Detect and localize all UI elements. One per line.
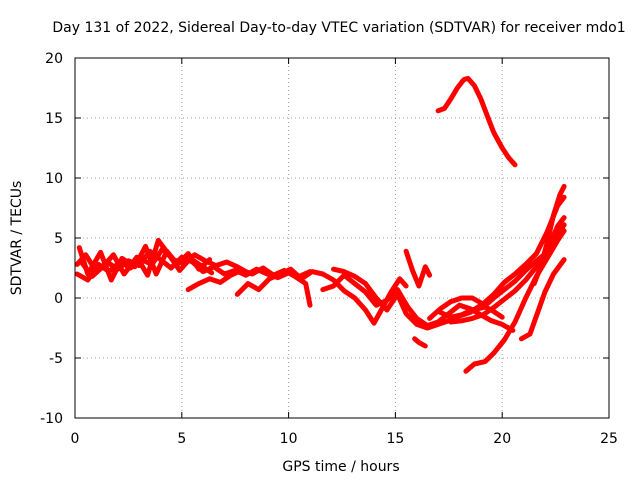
tick-labels: 0 5 10 15 20 25 -10 -5 0 5 10 15 20	[40, 51, 618, 447]
series-line-sat-p	[531, 183, 567, 287]
series-line-sat-k	[427, 194, 567, 321]
y-tick-label: 15	[45, 111, 63, 127]
series-line-sat-m	[448, 215, 567, 325]
y-tick-label: 5	[54, 231, 63, 247]
series-line-sat-d	[74, 246, 251, 283]
y-tick-label: -5	[49, 351, 63, 367]
x-tick-label: 25	[600, 431, 618, 447]
axis-ticks	[74, 57, 610, 419]
y-tick-label: 10	[45, 171, 63, 187]
series-line-sat-b	[76, 243, 213, 283]
series-line-sat-q	[435, 75, 518, 168]
series-line-sat-i	[403, 248, 433, 289]
x-tick-label: 10	[280, 431, 298, 447]
x-tick-label: 5	[177, 431, 186, 447]
x-tick-label: 0	[71, 431, 80, 447]
series-line-sat-o	[518, 257, 567, 342]
x-tick-label: 15	[386, 431, 404, 447]
chart-title: Day 131 of 2022, Sidereal Day-to-day VTE…	[52, 20, 625, 36]
y-axis-label: SDTVAR / TECUs	[9, 181, 25, 296]
series-line-sat-n	[463, 228, 567, 374]
y-tick-label: 0	[54, 291, 63, 307]
x-axis-label: GPS time / hours	[282, 459, 399, 475]
data-series	[74, 75, 567, 374]
y-tick-label: 20	[45, 51, 63, 67]
series-line-sat-f	[234, 266, 409, 326]
x-tick-label: 20	[493, 431, 511, 447]
y-tick-label: -10	[40, 411, 63, 427]
series-line-sat-j	[412, 336, 428, 349]
grid-lines	[75, 58, 609, 418]
